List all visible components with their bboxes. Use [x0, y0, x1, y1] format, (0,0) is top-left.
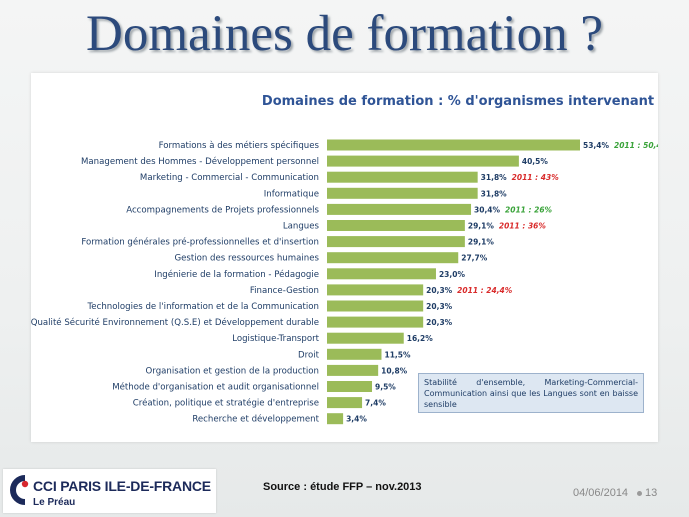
- slide-title: Domaines de formation ?: [86, 6, 603, 62]
- page-number: 13: [645, 487, 658, 499]
- bar: [327, 413, 344, 425]
- data-label: 31,8%: [481, 189, 508, 198]
- data-label: 40,5%: [522, 157, 549, 166]
- cci-logo-icon: [10, 475, 29, 505]
- data-label: 30,4%: [474, 205, 501, 214]
- category-label: Management des Hommes - Développement pe…: [81, 156, 319, 167]
- comparison-annotation: 2011 : 26%: [505, 205, 553, 214]
- bar: [327, 171, 478, 183]
- category-label: Droit: [298, 350, 320, 360]
- bar: [327, 155, 519, 167]
- chart-panel: Domaines de formation : % d'organismes i…: [31, 73, 658, 442]
- category-label: Informatique: [264, 189, 319, 199]
- data-label: 20,3%: [426, 286, 453, 295]
- logo-subtitle: Le Préau: [33, 497, 76, 508]
- category-label: Organisation et gestion de la production: [146, 366, 319, 376]
- data-label: 16,2%: [407, 334, 434, 343]
- category-label: Création, politique et stratégie d'entre…: [133, 398, 319, 409]
- category-label: Qualité Sécurité Environnement (Q.S.E) e…: [31, 317, 319, 328]
- comparison-annotation: 2011 : 50,4%: [614, 141, 658, 150]
- bar: [327, 220, 465, 231]
- comparison-annotation: 2011 : 43%: [512, 173, 560, 182]
- category-label: Accompagnements de Projets professionnel…: [126, 205, 319, 215]
- data-label: 7,4%: [365, 399, 386, 408]
- category-label: Ingénierie de la formation - Pédagogie: [154, 269, 319, 280]
- bar: [327, 252, 459, 264]
- data-label: 10,8%: [381, 366, 408, 375]
- data-label: 27,7%: [461, 254, 488, 263]
- category-label: Marketing - Commercial - Communication: [140, 173, 319, 183]
- comparison-annotation: 2011 : 36%: [499, 222, 547, 231]
- category-label: Langues: [283, 222, 320, 232]
- category-label: Gestion des ressources humaines: [174, 254, 319, 264]
- source-text: Source : étude FFP – nov.2013: [263, 481, 422, 493]
- bars-layer: Formations à des métiers spécifiques 53,4…: [31, 139, 658, 425]
- category-label: Finance-Gestion: [250, 286, 319, 296]
- data-label: 20,3%: [426, 318, 453, 327]
- comparison-annotation: 2011 : 24,4%: [457, 286, 513, 295]
- bar: [327, 139, 580, 151]
- data-label: 29,1%: [468, 222, 495, 231]
- bar: [327, 316, 424, 328]
- category-label: Formations à des métiers spécifiques: [159, 140, 320, 151]
- chart-title: Domaines de formation : % d'organismes i…: [262, 94, 654, 109]
- bar: [327, 364, 379, 376]
- category-label: Méthode d'organisation et audit organisa…: [112, 382, 319, 393]
- bar: [327, 397, 363, 409]
- bar: [327, 187, 478, 199]
- data-label: 9,5%: [375, 383, 396, 392]
- data-label: 31,8%: [481, 173, 508, 182]
- bar: [327, 332, 404, 344]
- bar: [327, 348, 382, 360]
- cci-logo: CCI PARIS ILE-DE-FRANCE Le Préau: [3, 469, 216, 513]
- footer-separator-dot: [637, 491, 642, 496]
- category-label: Formation générales pré-professionnelles…: [81, 237, 319, 248]
- category-label: Logistique-Transport: [232, 334, 319, 344]
- bar: [327, 268, 436, 280]
- category-label: Technologies de l'information et de la C…: [87, 302, 319, 312]
- bar: [327, 284, 424, 296]
- comment-box: Stabilité d'ensemble, Marketing-Commerci…: [418, 373, 644, 413]
- logo-name: CCI PARIS ILE-DE-FRANCE: [33, 478, 211, 494]
- bar: [327, 300, 424, 312]
- category-label: Recherche et développement: [192, 414, 319, 425]
- data-label: 53,4%: [583, 141, 610, 150]
- data-label: 23,0%: [439, 270, 466, 279]
- bar: [327, 203, 472, 215]
- bar: [327, 381, 373, 392]
- data-label: 3,4%: [346, 415, 367, 424]
- bar-chart: Domaines de formation : % d'organismes i…: [31, 94, 658, 425]
- data-label: 11,5%: [384, 350, 411, 359]
- footer-date: 04/06/2014: [573, 487, 629, 499]
- data-label: 20,3%: [426, 302, 453, 311]
- data-label: 29,1%: [468, 238, 495, 247]
- bar: [327, 236, 465, 248]
